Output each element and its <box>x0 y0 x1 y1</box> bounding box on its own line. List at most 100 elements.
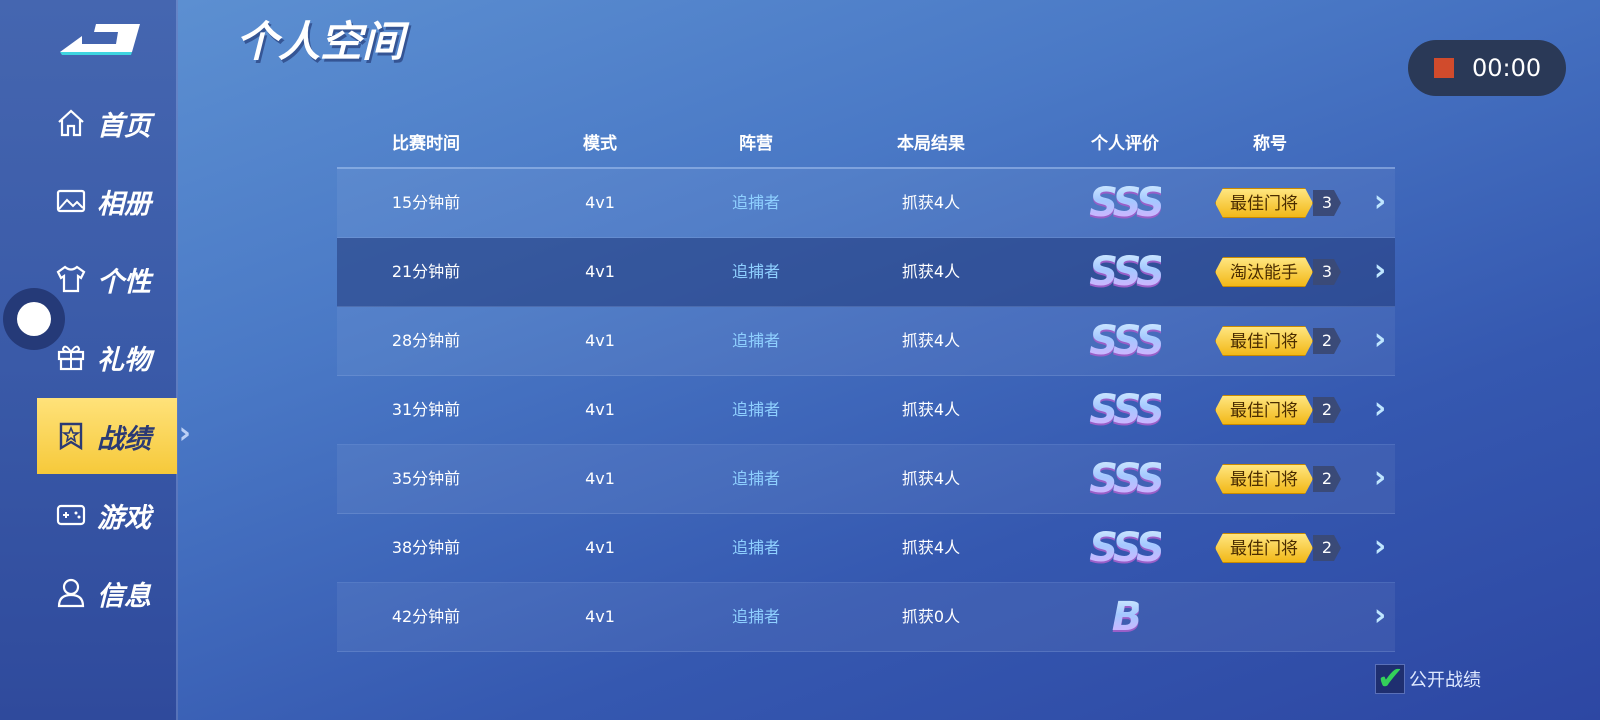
sidebar-item-game[interactable]: 游戏 <box>37 477 177 553</box>
sidebar-item-label: 游戏 <box>97 502 151 534</box>
gamepad-icon <box>55 499 87 531</box>
title-name: 最佳门将 <box>1215 326 1313 356</box>
grade-rating: B <box>1112 591 1142 643</box>
chevron-right-icon[interactable]: › <box>1373 460 1387 495</box>
title-name: 最佳门将 <box>1215 188 1313 218</box>
match-time: 28分钟前 <box>391 331 461 350</box>
sidebar-item-label: 战绩 <box>97 423 151 455</box>
title-badge: 最佳门将 2 <box>1215 464 1341 494</box>
chevron-right-icon[interactable]: › <box>1373 598 1387 633</box>
grade-rating: SSS <box>1089 246 1165 298</box>
grade-rating: SSS <box>1089 453 1165 505</box>
sidebar-item-home[interactable]: 首页 <box>37 85 177 161</box>
title-name: 淘汰能手 <box>1215 257 1313 287</box>
header-camp: 阵营 <box>739 133 773 154</box>
sidebar-item-info[interactable]: 信息 <box>37 555 177 631</box>
chevron-right-icon[interactable]: › <box>1373 184 1387 219</box>
public-record-checkbox[interactable] <box>1375 659 1405 697</box>
sidebar-item-label: 礼物 <box>97 344 151 376</box>
match-time: 42分钟前 <box>391 607 461 626</box>
title-count: 2 <box>1313 397 1341 423</box>
match-camp: 追捕者 <box>731 331 781 350</box>
title-count: 2 <box>1313 535 1341 561</box>
match-result: 抓获0人 <box>901 607 961 626</box>
grade-rating: SSS <box>1089 522 1165 574</box>
sidebar-item-album[interactable]: 相册 <box>37 163 177 239</box>
header-time: 比赛时间 <box>392 133 460 154</box>
match-camp: 追捕者 <box>731 193 781 212</box>
app-logo <box>60 24 140 55</box>
gift-icon <box>55 341 87 373</box>
public-record-toggle[interactable]: 公开战绩 <box>1375 659 1481 697</box>
chevron-right-icon[interactable]: › <box>1373 529 1387 564</box>
recorder-time: 00:00 <box>1472 54 1542 82</box>
match-history-table: 比赛时间 模式 阵营 本局结果 个人评价 称号 15分钟前 4v1 追捕者 抓获4人 SS… <box>337 120 1395 652</box>
match-result: 抓获4人 <box>901 400 961 419</box>
home-icon <box>55 107 87 139</box>
table-row[interactable]: 31分钟前 4v1 追捕者 抓获4人 SSS 最佳门将 2 › <box>337 376 1395 445</box>
table-row[interactable]: 15分钟前 4v1 追捕者 抓获4人 SSS 最佳门将 3 › <box>337 169 1395 238</box>
shirt-icon <box>55 263 87 295</box>
match-camp: 追捕者 <box>731 538 781 557</box>
sidebar-item-label: 个性 <box>97 266 151 298</box>
match-mode: 4v1 <box>585 331 615 350</box>
match-camp: 追捕者 <box>731 262 781 281</box>
match-result: 抓获4人 <box>901 469 961 488</box>
match-mode: 4v1 <box>585 469 615 488</box>
title-badge: 最佳门将 3 <box>1215 188 1341 218</box>
title-count: 2 <box>1313 466 1341 492</box>
match-time: 15分钟前 <box>391 193 461 212</box>
grade-rating: SSS <box>1089 177 1165 229</box>
match-mode: 4v1 <box>585 262 615 281</box>
match-time: 38分钟前 <box>391 538 461 557</box>
match-result: 抓获4人 <box>901 262 961 281</box>
header-mode: 模式 <box>583 133 617 154</box>
title-count: 2 <box>1313 328 1341 354</box>
title-badge: 最佳门将 2 <box>1215 326 1341 356</box>
match-mode: 4v1 <box>585 193 615 212</box>
table-row[interactable]: 35分钟前 4v1 追捕者 抓获4人 SSS 最佳门将 2 › <box>337 445 1395 514</box>
table-row[interactable]: 42分钟前 4v1 追捕者 抓获0人 B › <box>337 583 1395 652</box>
table-row[interactable]: 21分钟前 4v1 追捕者 抓获4人 SSS 淘汰能手 3 › <box>337 238 1395 307</box>
match-result: 抓获4人 <box>901 193 961 212</box>
sidebar-item-label: 信息 <box>97 580 151 612</box>
grade-rating: SSS <box>1089 315 1165 367</box>
title-badge: 最佳门将 2 <box>1215 533 1341 563</box>
match-result: 抓获4人 <box>901 538 961 557</box>
floating-assist-button[interactable] <box>3 288 65 350</box>
sidebar-item-record[interactable]: 战绩 <box>37 398 191 474</box>
table-row[interactable]: 28分钟前 4v1 追捕者 抓获4人 SSS 最佳门将 2 › <box>337 307 1395 376</box>
chevron-right-icon[interactable]: › <box>1373 391 1387 426</box>
match-mode: 4v1 <box>585 400 615 419</box>
match-camp: 追捕者 <box>731 400 781 419</box>
chevron-right-icon[interactable]: › <box>1373 253 1387 288</box>
badge-icon <box>55 420 87 452</box>
title-name: 最佳门将 <box>1215 395 1313 425</box>
table-row[interactable]: 38分钟前 4v1 追捕者 抓获4人 SSS 最佳门将 2 › <box>337 514 1395 583</box>
sidebar-item-style[interactable]: 个性 <box>37 241 177 317</box>
match-camp: 追捕者 <box>731 469 781 488</box>
match-time: 21分钟前 <box>391 262 461 281</box>
match-time: 35分钟前 <box>391 469 461 488</box>
title-badge: 最佳门将 2 <box>1215 395 1341 425</box>
title-count: 3 <box>1313 259 1341 285</box>
page-title: 个人空间 <box>236 17 405 66</box>
match-result: 抓获4人 <box>901 331 961 350</box>
title-count: 3 <box>1313 190 1341 216</box>
screen-recorder[interactable]: 00:00 <box>1408 40 1566 96</box>
table-header: 比赛时间 模式 阵营 本局结果 个人评价 称号 <box>337 120 1395 169</box>
sidebar-item-gift[interactable]: 礼物 <box>37 319 177 395</box>
sidebar-item-label: 相册 <box>97 188 151 220</box>
match-mode: 4v1 <box>585 607 615 626</box>
match-time: 31分钟前 <box>391 400 461 419</box>
header-title: 称号 <box>1253 133 1287 154</box>
image-icon <box>55 185 87 217</box>
sidebar-item-label: 首页 <box>97 110 151 142</box>
sidebar: 首页相册个性礼物战绩游戏信息 <box>0 0 191 720</box>
stop-icon[interactable] <box>1434 58 1454 78</box>
match-camp: 追捕者 <box>731 607 781 626</box>
chevron-right-icon[interactable]: › <box>1373 322 1387 357</box>
header-grade: 个人评价 <box>1091 133 1159 154</box>
user-icon <box>55 577 87 609</box>
header-result: 本局结果 <box>897 133 965 154</box>
